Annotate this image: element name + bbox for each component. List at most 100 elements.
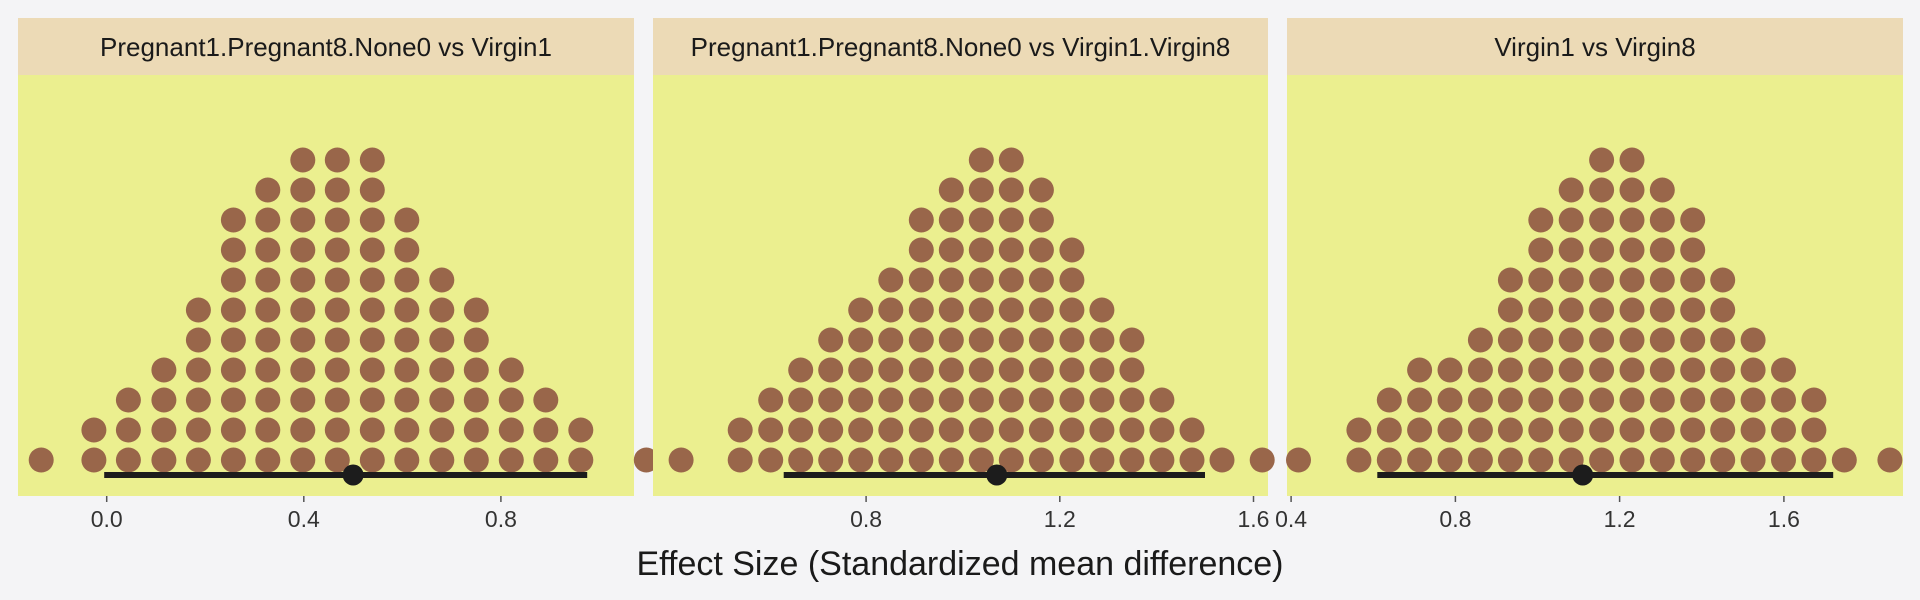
dot-point: [848, 327, 874, 353]
dot-point: [1528, 237, 1554, 263]
dot-point: [1680, 207, 1706, 233]
x-tick-label: 1.2: [1044, 506, 1076, 532]
dot-point: [1149, 387, 1175, 413]
dot-point: [968, 237, 994, 263]
dot-point: [1649, 297, 1675, 323]
dot-point: [290, 387, 316, 413]
dot-point: [818, 357, 844, 383]
dot-point: [1089, 357, 1115, 383]
dot-point: [1467, 447, 1493, 473]
dot-point: [1740, 327, 1766, 353]
dot-point: [1467, 387, 1493, 413]
dot-point: [938, 357, 964, 383]
dot-point: [463, 297, 489, 323]
dot-point: [220, 327, 246, 353]
dot-point: [255, 207, 281, 233]
dot-point: [1558, 327, 1584, 353]
dot-point: [788, 387, 814, 413]
dot-point: [324, 207, 350, 233]
dot-point: [968, 297, 994, 323]
dot-point: [908, 327, 934, 353]
dot-point: [998, 207, 1024, 233]
dot-point: [848, 417, 874, 443]
dot-point: [220, 357, 246, 383]
dot-point: [727, 447, 753, 473]
dot-point: [1558, 207, 1584, 233]
dot-point: [255, 387, 281, 413]
dot-point: [255, 357, 281, 383]
dot-point: [1589, 237, 1615, 263]
dot-point: [1680, 327, 1706, 353]
dot-point: [1028, 327, 1054, 353]
dot-point: [1028, 237, 1054, 263]
dot-point: [908, 207, 934, 233]
dot-point: [1528, 207, 1554, 233]
dot-point: [255, 177, 281, 203]
dot-point: [1680, 387, 1706, 413]
dot-point: [394, 207, 420, 233]
dot-point: [290, 447, 316, 473]
dot-point: [1680, 447, 1706, 473]
dot-point: [1407, 447, 1433, 473]
dot-point: [1801, 447, 1827, 473]
dot-point: [290, 237, 316, 263]
x-axis-title: Effect Size (Standardized mean differenc…: [637, 545, 1284, 583]
dot-point: [115, 387, 141, 413]
dot-point: [1771, 357, 1796, 383]
dot-point: [429, 297, 455, 323]
dot-point: [185, 387, 211, 413]
dot-point: [1589, 327, 1615, 353]
dot-point: [1437, 357, 1463, 383]
dot-point: [394, 387, 420, 413]
dot-point: [394, 327, 420, 353]
facet-strip: [1287, 18, 1903, 75]
dot-point: [185, 447, 211, 473]
dot-point: [968, 177, 994, 203]
dot-point: [1028, 447, 1054, 473]
dot-point: [28, 447, 54, 473]
dot-point: [1059, 267, 1085, 293]
x-tick-label: 1.6: [1768, 506, 1800, 532]
dot-point: [1437, 447, 1463, 473]
dot-point: [498, 447, 524, 473]
dot-point: [1249, 447, 1275, 473]
dot-point: [533, 447, 559, 473]
dot-point: [998, 447, 1024, 473]
dot-point: [1059, 447, 1085, 473]
x-tick-label: 0.8: [485, 506, 517, 532]
dot-point: [968, 327, 994, 353]
dot-point: [1680, 417, 1706, 443]
dot-point: [908, 387, 934, 413]
dot-point: [290, 147, 316, 173]
dot-point: [1497, 357, 1523, 383]
facet-title: Virgin1 vs Virgin8: [1494, 32, 1695, 62]
dot-point: [463, 327, 489, 353]
dot-point: [1877, 447, 1903, 473]
dot-point: [394, 447, 420, 473]
dot-point: [115, 447, 141, 473]
dot-point: [324, 417, 350, 443]
dot-point: [255, 297, 281, 323]
dot-point: [394, 357, 420, 383]
dot-point: [1497, 297, 1523, 323]
dot-point: [758, 447, 784, 473]
dot-point: [359, 267, 385, 293]
dot-point: [818, 327, 844, 353]
dot-point: [1649, 447, 1675, 473]
dot-point: [727, 417, 753, 443]
dot-point: [220, 297, 246, 323]
dot-point: [394, 237, 420, 263]
dot-point: [1089, 417, 1115, 443]
dot-point: [1346, 447, 1372, 473]
dot-point: [1286, 447, 1311, 473]
dot-point: [878, 297, 904, 323]
dot-point: [1437, 387, 1463, 413]
facet-panel: Virgin1 vs Virgin8 0.4 0.8 1.2 1.6: [1275, 18, 1903, 532]
dot-point: [359, 237, 385, 263]
dot-point: [324, 147, 350, 173]
dot-point: [878, 267, 904, 293]
dot-point: [968, 387, 994, 413]
dot-point: [568, 447, 594, 473]
dot-point: [1649, 357, 1675, 383]
facet-panels: Pregnant1.Pregnant8.None0 vs Virgin1 0.0 0…: [18, 18, 1903, 532]
